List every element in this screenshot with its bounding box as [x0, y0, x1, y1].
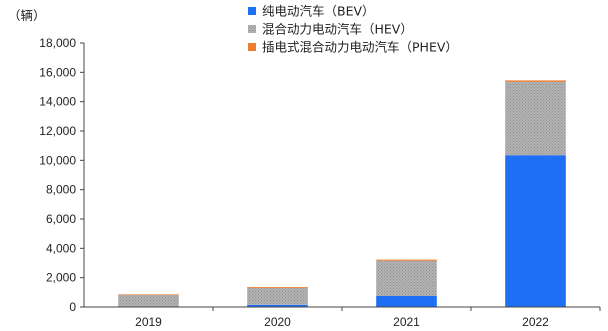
y-tick-label: 16,000: [39, 65, 76, 79]
y-tick-label: 10,000: [39, 153, 76, 167]
bar-phev-2021: [376, 259, 437, 261]
legend-label-bev: 纯电动汽车（BEV）: [262, 4, 375, 19]
y-axis: 0 2,000 4,000 6,000 8,000 10,000 12,000 14,000 1…: [39, 36, 85, 314]
x-tick-label: 2019: [135, 315, 162, 329]
legend-label-hev: 混合动力电动汽车（HEV）: [262, 22, 413, 37]
bar-hev-2021: [376, 260, 437, 296]
x-tick-label: 2022: [522, 315, 549, 329]
x-tick-label: 2020: [264, 315, 291, 329]
bars: [118, 80, 566, 307]
bar-phev-2020: [247, 287, 308, 288]
y-tick-label: 18,000: [39, 36, 76, 50]
x-axis: 2019 2020 2021 2022: [84, 306, 601, 329]
bar-hev-2022: [505, 81, 566, 156]
legend-swatch-bev: [248, 7, 256, 15]
bar-hev-2019: [118, 294, 179, 307]
y-tick-label: 0: [69, 300, 76, 314]
bar-bev-2022: [505, 155, 566, 307]
bar-bev-2020: [247, 304, 308, 307]
legend: 纯电动汽车（BEV） 混合动力电动汽车（HEV） 插电式混合动力电动汽车（PHE…: [248, 4, 458, 55]
y-tick-label: 12,000: [39, 124, 76, 138]
y-tick-label: 8,000: [46, 183, 76, 197]
y-tick-label: 2,000: [46, 271, 76, 285]
legend-label-phev: 插电式混合动力电动汽车（PHEV）: [262, 40, 458, 55]
y-tick-label: 14,000: [39, 95, 76, 109]
bar-phev-2022: [505, 80, 566, 82]
legend-swatch-phev: [248, 43, 256, 51]
bar-bev-2021: [376, 296, 437, 307]
bar-phev-2019: [118, 294, 179, 295]
y-tick-label: 6,000: [46, 212, 76, 226]
legend-swatch-hev: [248, 25, 256, 33]
y-tick-label: 4,000: [46, 241, 76, 255]
y-axis-unit-label: （辆）: [8, 8, 46, 23]
x-tick-label: 2021: [393, 315, 420, 329]
bar-hev-2020: [247, 287, 308, 305]
